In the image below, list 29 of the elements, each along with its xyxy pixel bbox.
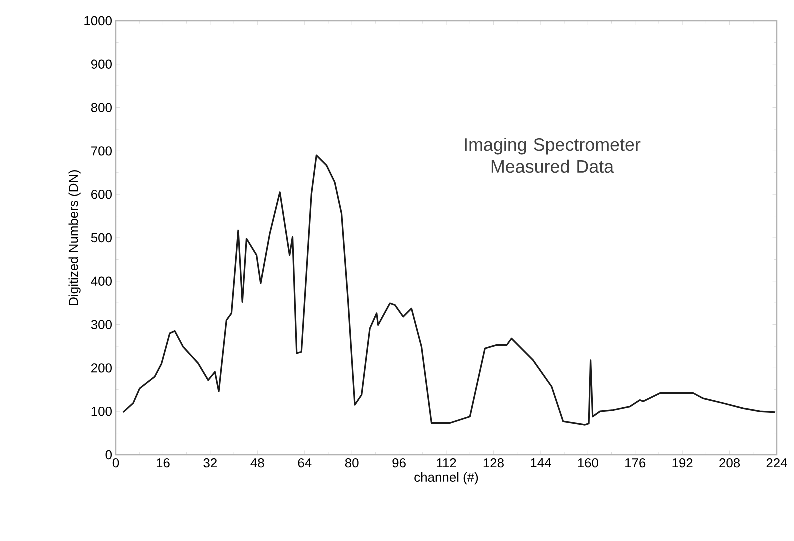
y-tick-label: 600 bbox=[92, 190, 112, 200]
x-tick-label: 208 bbox=[720, 458, 740, 468]
y-tick-label: 500 bbox=[91, 233, 112, 243]
x-tick-label: 192 bbox=[672, 458, 693, 468]
y-tick-label: 800 bbox=[91, 103, 112, 112]
x-tick-label: 48 bbox=[250, 458, 264, 468]
x-tick-label: 80 bbox=[345, 458, 359, 468]
x-axis-title: channel (#) bbox=[414, 472, 478, 485]
y-tick-label: 400 bbox=[91, 276, 112, 286]
y-tick-label: 200 bbox=[92, 364, 112, 373]
annotation: Imaging Spectrometer Measured Data bbox=[465, 138, 641, 174]
x-tick-label: 32 bbox=[204, 458, 217, 468]
x-tick-label: 176 bbox=[626, 458, 646, 468]
y-tick-label: 300 bbox=[91, 320, 112, 330]
x-tick-label: 128 bbox=[484, 458, 504, 468]
x-tick-label: 144 bbox=[531, 458, 552, 468]
y-tick-label: 700 bbox=[92, 146, 112, 156]
x-tick-label: 160 bbox=[578, 458, 598, 468]
x-tick-label: 112 bbox=[437, 458, 456, 468]
y-tick-label: 100 bbox=[92, 406, 112, 416]
x-tick-label: 0 bbox=[112, 458, 120, 468]
x-tick-label: 96 bbox=[392, 458, 406, 468]
y-tick-label: 0 bbox=[106, 450, 112, 460]
y-tick-label: 900 bbox=[91, 60, 112, 69]
y-tick-label: 1000 bbox=[84, 16, 112, 26]
x-tick-label: 16 bbox=[157, 458, 170, 468]
y-axis-title: Digitized Numbers (DN) bbox=[68, 170, 81, 306]
x-tick-label: 224 bbox=[766, 458, 788, 468]
x-tick-label: 64 bbox=[298, 458, 312, 468]
